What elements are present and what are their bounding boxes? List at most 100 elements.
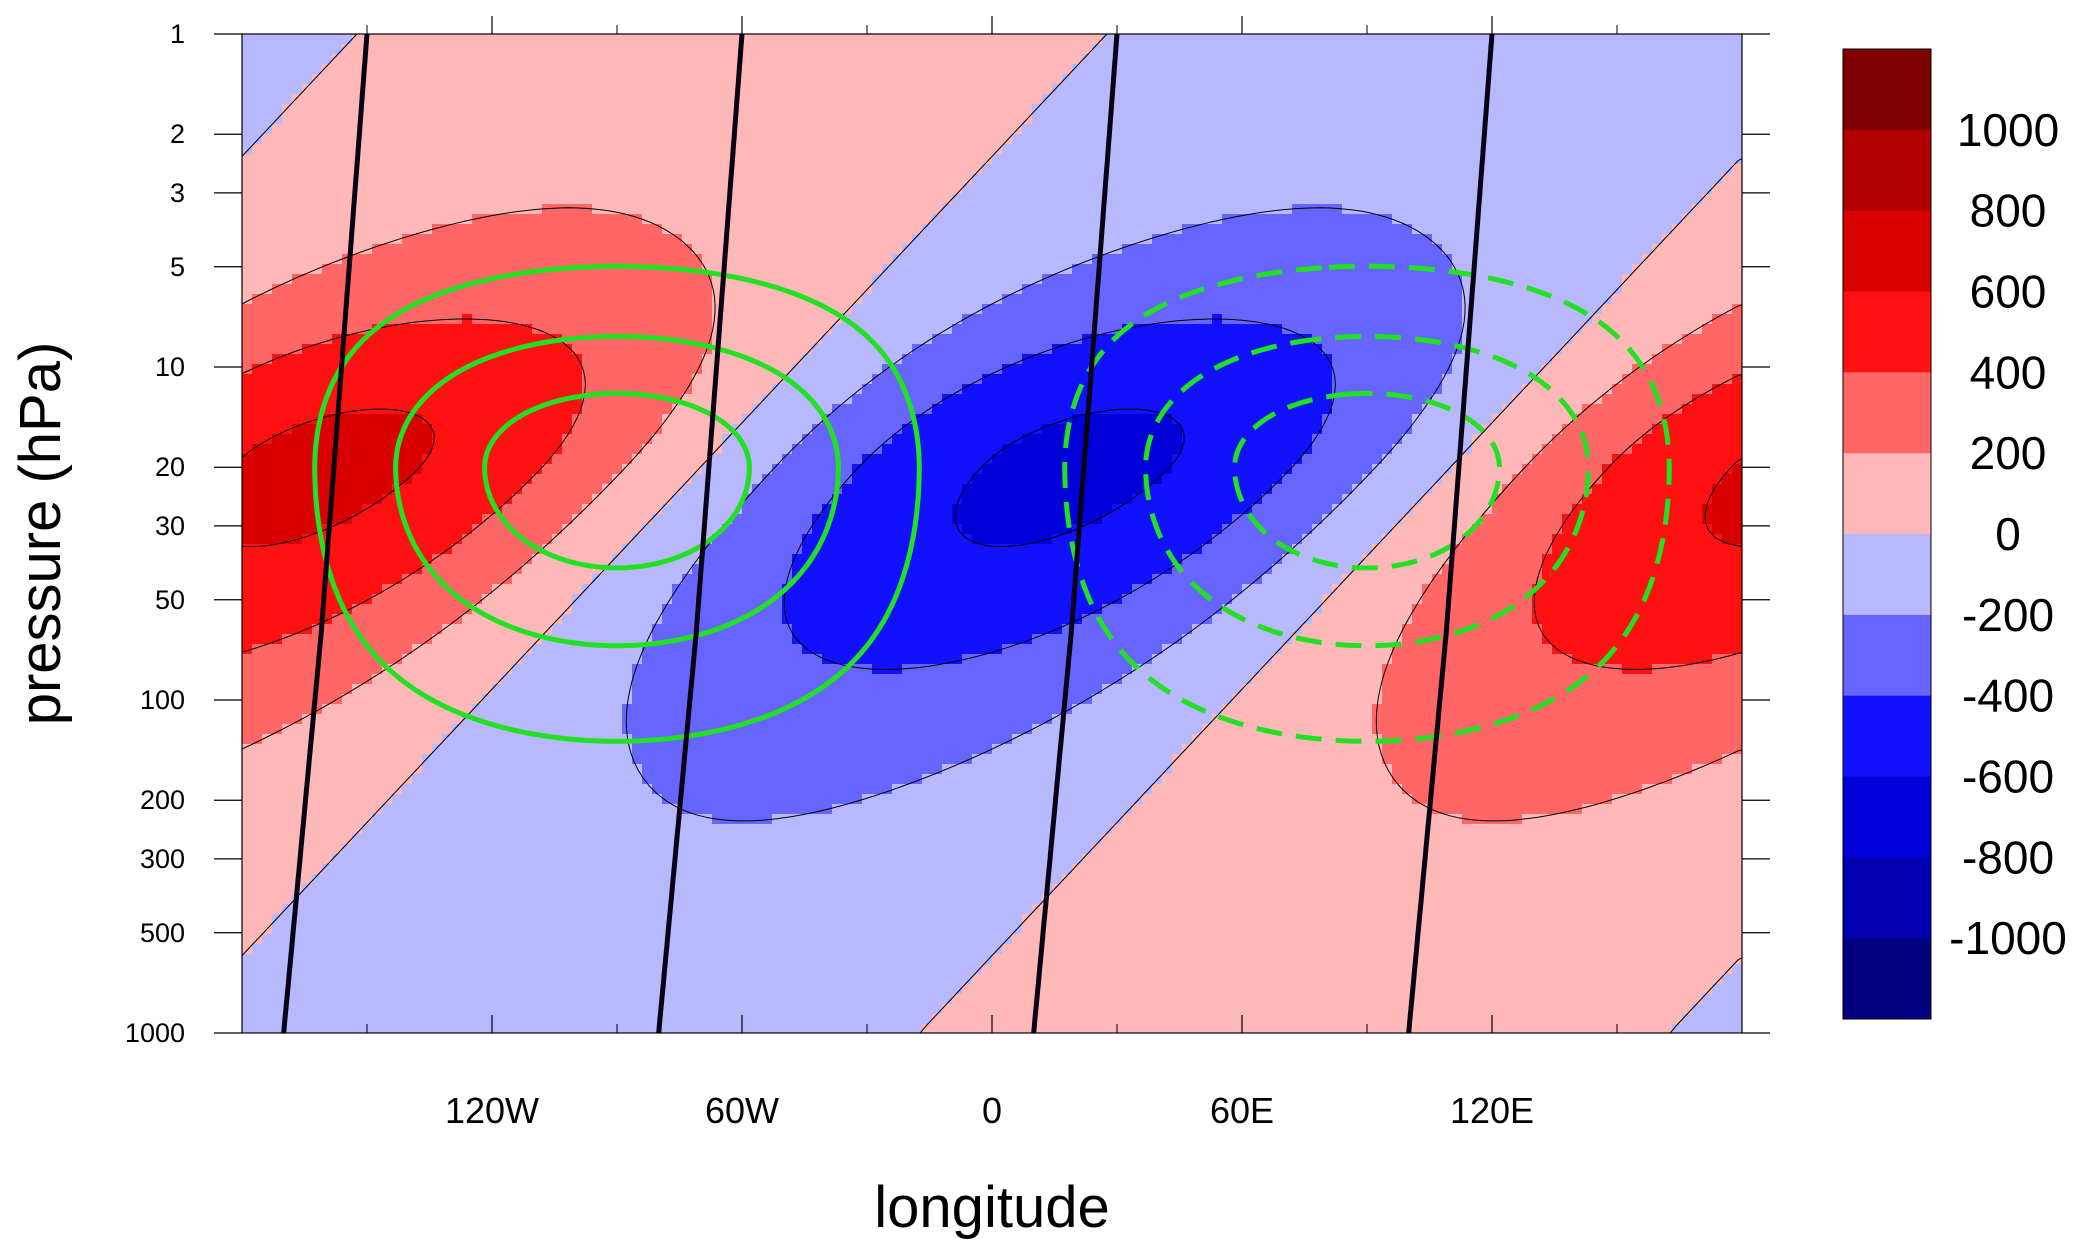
field-cell	[742, 214, 753, 225]
field-cell	[1172, 344, 1183, 355]
field-cell	[1662, 284, 1673, 295]
field-cell	[1422, 164, 1433, 175]
field-cell	[782, 44, 793, 55]
field-cell	[652, 194, 663, 205]
field-cell	[472, 134, 483, 145]
field-cell	[782, 224, 793, 235]
field-cell	[762, 214, 773, 225]
field-cell	[252, 234, 263, 245]
field-cell	[322, 124, 333, 135]
field-cell	[1082, 134, 1093, 145]
field-cell	[1582, 334, 1593, 345]
field-cell	[442, 84, 453, 95]
field-cell	[812, 54, 823, 65]
field-cell	[1632, 34, 1643, 45]
field-cell	[1282, 64, 1293, 75]
field-cell	[802, 314, 813, 325]
field-cell	[512, 64, 523, 75]
field-cell	[1182, 204, 1193, 215]
field-cell	[692, 84, 703, 95]
field-cell	[1712, 164, 1723, 175]
field-cell	[912, 254, 923, 265]
field-cell	[612, 324, 623, 335]
field-cell	[1662, 184, 1673, 195]
field-cell	[622, 74, 633, 85]
field-cell	[1532, 294, 1543, 305]
field-cell	[1402, 184, 1413, 195]
field-cell	[522, 164, 533, 175]
field-cell	[1292, 244, 1303, 255]
field-cell	[1042, 124, 1053, 135]
field-cell	[1282, 104, 1293, 115]
field-cell	[1522, 294, 1533, 305]
field-cell	[312, 114, 323, 125]
field-cell	[1562, 224, 1573, 235]
field-cell	[1232, 54, 1243, 65]
field-cell	[1422, 344, 1433, 355]
field-cell	[602, 344, 613, 355]
field-cell	[772, 134, 783, 145]
field-cell	[1602, 64, 1613, 75]
field-cell	[332, 234, 343, 245]
field-cell	[1282, 254, 1293, 265]
field-cell	[1552, 124, 1563, 135]
field-cell	[1662, 354, 1673, 365]
field-cell	[1312, 234, 1323, 245]
field-cell	[952, 224, 963, 235]
field-cell	[1102, 274, 1113, 285]
field-cell	[502, 354, 513, 365]
field-cell	[1522, 344, 1533, 355]
field-cell	[1222, 264, 1233, 275]
field-cell	[1152, 224, 1163, 235]
field-cell	[1582, 164, 1593, 175]
field-cell	[702, 104, 713, 115]
field-cell	[282, 144, 293, 155]
field-cell	[1452, 94, 1463, 105]
field-cell	[612, 54, 623, 65]
field-cell	[1042, 94, 1053, 105]
field-cell	[252, 284, 263, 295]
field-cell	[432, 124, 443, 135]
field-cell	[1062, 314, 1073, 325]
field-cell	[1492, 184, 1503, 195]
field-cell	[972, 64, 983, 75]
field-cell	[1572, 234, 1583, 245]
field-cell	[1182, 94, 1193, 105]
field-cell	[1142, 194, 1153, 205]
field-cell	[962, 84, 973, 95]
field-cell	[952, 284, 963, 295]
field-cell	[472, 104, 483, 115]
field-cell	[1342, 234, 1353, 245]
field-cell	[1272, 294, 1283, 305]
field-cell	[592, 194, 603, 205]
field-cell	[822, 34, 833, 45]
field-cell	[932, 274, 943, 285]
field-cell	[242, 164, 253, 175]
field-cell	[1382, 254, 1393, 265]
field-cell	[652, 364, 663, 375]
field-cell	[722, 104, 733, 115]
field-cell	[1372, 184, 1383, 195]
field-cell	[532, 144, 543, 155]
field-cell	[972, 184, 983, 195]
field-cell	[1552, 294, 1563, 305]
field-cell	[1322, 104, 1333, 115]
field-cell	[432, 184, 443, 195]
field-cell	[622, 44, 633, 55]
field-cell	[272, 274, 283, 285]
field-cell	[1242, 304, 1253, 315]
field-cell	[642, 34, 653, 45]
field-cell	[1192, 354, 1203, 365]
field-cell	[1522, 104, 1533, 115]
field-cell	[1622, 214, 1633, 225]
field-cell	[482, 194, 493, 205]
field-cell	[1672, 54, 1683, 65]
field-cell	[472, 54, 483, 65]
field-cell	[592, 44, 603, 55]
field-cell	[802, 84, 813, 95]
field-cell	[1492, 254, 1503, 265]
field-cell	[1632, 64, 1643, 75]
field-cell	[1602, 94, 1613, 105]
field-cell	[1122, 194, 1133, 205]
field-cell	[952, 74, 963, 85]
